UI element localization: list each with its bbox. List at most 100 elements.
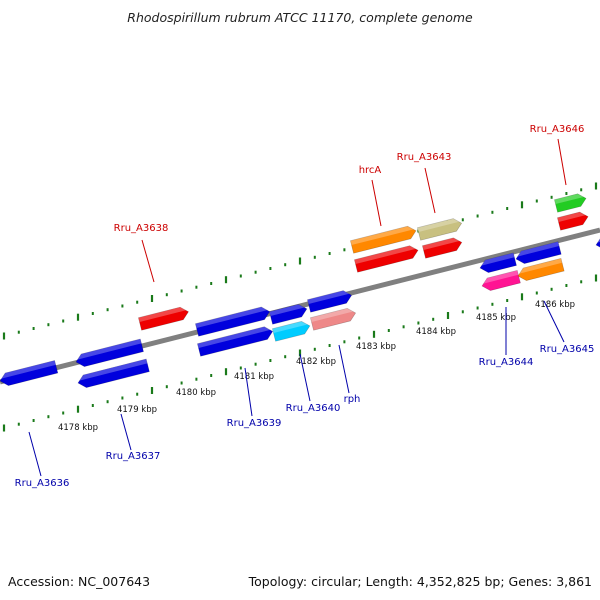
gene-arrow-body: [197, 326, 274, 357]
gene-label: Rru_A3644: [479, 357, 534, 368]
gene-arrow-body: [75, 338, 144, 367]
gene-labels: Rru_A3636 Rru_A3637 Rru_A3638 Rru_A3639 Rru_…: [15, 124, 595, 489]
leader-line: [557, 138, 567, 186]
title-group: Rhodospirillum rubrum ATCC 11170, comple…: [127, 10, 473, 25]
inner-tick-ring: [2, 274, 598, 432]
leader-line: [244, 367, 253, 417]
gene-arrow-body: [138, 306, 189, 331]
gene-arrow-body: [272, 321, 311, 342]
gene-arrow-highlight: [195, 306, 268, 329]
gene-arrow: [75, 338, 144, 367]
axis-tick-label: 4178 kbp: [58, 423, 98, 433]
gene-arrow-body: [195, 306, 271, 337]
gene-arrow-body: [554, 193, 587, 213]
gene-arrow-body: [269, 304, 308, 325]
gene-arrow: [269, 304, 308, 325]
gene-label: Rru_A3645: [540, 344, 595, 355]
gene-arrow-body: [310, 308, 357, 331]
axis-tick-label: 4182 kbp: [296, 357, 336, 367]
leader-line: [299, 353, 311, 402]
gene-arrow-body: [307, 290, 353, 313]
axis-tick-labels: 4178 kbp 4179 kbp 4180 kbp 4181 kbp 4182 kbp…: [58, 300, 575, 433]
gene-arrow-highlight: [138, 307, 187, 323]
axis-tick-label: 4183 kbp: [356, 342, 396, 352]
leader-line: [141, 239, 155, 283]
leader-line: [543, 300, 565, 343]
gene-label: Rru_A3637: [106, 451, 161, 462]
gene-label: Rru_A3636: [15, 478, 70, 489]
gene-arrow-body: [417, 218, 463, 241]
gene-arrow: [0, 360, 59, 386]
gene-label: Rru_A3646: [530, 124, 585, 135]
gene-label: hrcA: [359, 165, 382, 176]
gene-label: rph: [344, 394, 361, 405]
accession-text: Accession: NC_007643: [8, 574, 150, 589]
gene-arrow-highlight: [597, 236, 600, 243]
gene-arrow-body: [481, 270, 521, 291]
gene-arrow-highlight: [1, 360, 56, 379]
gene-arrow: [307, 290, 353, 313]
gene-arrow-highlight: [310, 308, 354, 323]
gene-arrow: [479, 252, 517, 273]
gene-arrow: [417, 218, 463, 241]
gene-arrow: [310, 308, 357, 331]
axis-tick-label: 4181 kbp: [234, 372, 274, 382]
gene-features: [0, 193, 600, 388]
gene-arrow: [515, 241, 562, 264]
axis-tick-label: 4179 kbp: [117, 405, 157, 415]
gene-arrow-highlight: [481, 252, 515, 266]
gene-arrow: [517, 258, 565, 281]
gene-arrow-body: [0, 360, 59, 386]
axis-tick-label: 4184 kbp: [416, 327, 456, 337]
gene-arrow-highlight: [269, 304, 305, 317]
gene-arrow-body: [517, 258, 565, 281]
gene-arrow: [354, 245, 419, 273]
gene-arrow-highlight: [519, 258, 563, 274]
gene-arrow-highlight: [77, 338, 142, 360]
gene-arrow-body: [77, 358, 150, 388]
gene-arrow: [138, 306, 189, 331]
leader-line: [120, 413, 132, 451]
map-title: Rhodospirillum rubrum ATCC 11170, comple…: [127, 10, 473, 25]
axis-tick-label: 4180 kbp: [176, 388, 216, 398]
gene-arrow-highlight: [417, 218, 460, 233]
gene-arrow: [350, 225, 417, 254]
gene-arrow: [195, 306, 271, 337]
footer-group: Accession: NC_007643 Topology: circular;…: [8, 574, 592, 589]
leader-line: [371, 179, 382, 227]
gene-label: Rru_A3640: [286, 403, 341, 414]
gene-arrow-highlight: [517, 241, 560, 257]
leader-line: [28, 431, 42, 477]
gene-arrow: [595, 236, 600, 251]
gene-arrow-body: [595, 236, 600, 251]
axis-tick-label: 4185 kbp: [476, 313, 516, 323]
gene-arrow-highlight: [557, 212, 586, 223]
gene-arrow-highlight: [554, 193, 584, 205]
axis-tick-label: 4186 kbp: [535, 300, 575, 310]
gene-arrow-highlight: [350, 226, 414, 246]
gene-arrow-body: [350, 225, 417, 254]
gene-arrow-highlight: [354, 245, 416, 265]
gene-arrow: [422, 237, 463, 259]
gene-label: Rru_A3639: [227, 418, 282, 429]
gene-arrow: [557, 211, 589, 231]
gene-arrow-highlight: [483, 270, 519, 284]
gene-arrow: [77, 358, 150, 388]
gene-arrow-body: [354, 245, 419, 273]
gene-arrow-highlight: [79, 359, 148, 381]
gene-label: Rru_A3643: [397, 152, 452, 163]
gene-arrow-body: [557, 211, 589, 231]
gene-arrow-body: [422, 237, 463, 259]
genome-summary-text: Topology: circular; Length: 4,352,825 bp…: [248, 574, 592, 589]
gene-arrow: [481, 270, 521, 291]
gene-arrow-highlight: [272, 321, 308, 334]
gene-arrow-highlight: [422, 237, 460, 251]
gene-arrow: [272, 321, 311, 342]
gene-arrow: [197, 326, 274, 357]
gene-arrow-highlight: [307, 290, 350, 305]
leader-line: [424, 167, 436, 214]
gene-arrow-body: [515, 241, 562, 264]
gene-arrow-highlight: [197, 326, 271, 349]
gene-arrow-body: [479, 252, 517, 273]
